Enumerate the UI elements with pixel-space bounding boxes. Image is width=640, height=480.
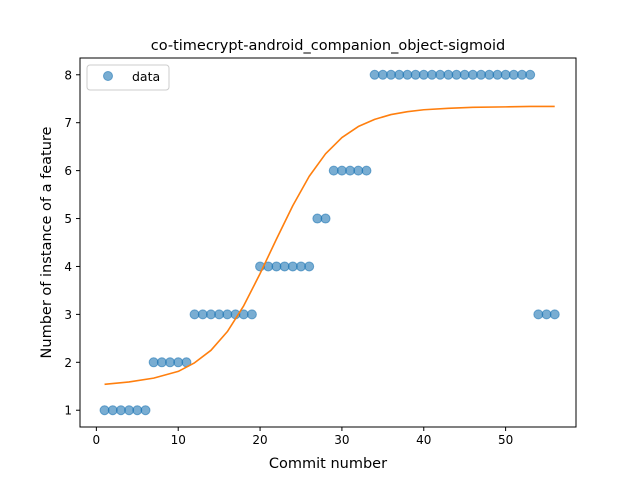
y-tick-label: 2 — [64, 356, 72, 370]
data-point — [140, 405, 151, 416]
y-axis-label: Number of instance of a feature — [39, 126, 55, 358]
data-point — [115, 405, 126, 416]
data-point — [197, 309, 208, 320]
x-tick-label: 50 — [498, 433, 513, 447]
data-point — [205, 309, 216, 320]
chart-title: co-timecrypt-android_companion_object-si… — [151, 38, 506, 54]
legend-marker-data — [103, 71, 113, 81]
data-point — [304, 261, 315, 272]
x-axis-label: Commit number — [269, 456, 387, 472]
plot-area — [80, 58, 576, 427]
data-point — [345, 165, 356, 176]
x-tick-label: 30 — [334, 433, 349, 447]
data-point — [99, 405, 110, 416]
sigmoid-fit-line — [104, 105, 555, 386]
data-point — [328, 165, 339, 176]
x-tick-label: 20 — [252, 433, 267, 447]
data-point — [336, 165, 347, 176]
data-point — [402, 69, 413, 80]
data-point — [541, 309, 552, 320]
data-point — [165, 357, 176, 368]
data-point — [451, 69, 462, 80]
data-point — [156, 357, 167, 368]
data-point — [173, 357, 184, 368]
data-point — [525, 69, 536, 80]
y-tick-label: 1 — [64, 404, 72, 418]
data-point — [467, 69, 478, 80]
series-layer — [99, 69, 560, 416]
data-point — [418, 69, 429, 80]
x-tick-label: 10 — [171, 433, 186, 447]
data-point — [533, 309, 544, 320]
data-point — [516, 69, 527, 80]
data-point — [435, 69, 446, 80]
x-tick-label: 40 — [416, 433, 431, 447]
data-point — [508, 69, 519, 80]
y-tick-label: 7 — [64, 116, 72, 130]
y-tick-label: 6 — [64, 164, 72, 178]
data-point — [377, 69, 388, 80]
data-point — [312, 213, 323, 224]
data-point — [222, 309, 233, 320]
data-point — [459, 69, 470, 80]
y-tick-label: 3 — [64, 308, 72, 322]
x-tick-label: 0 — [93, 433, 101, 447]
data-point — [549, 309, 560, 320]
data-point — [476, 69, 487, 80]
data-point — [369, 69, 380, 80]
y-tick-label: 5 — [64, 212, 72, 226]
data-point — [386, 69, 397, 80]
data-point — [132, 405, 143, 416]
data-point — [500, 69, 511, 80]
legend: data — [86, 64, 170, 91]
data-point — [394, 69, 405, 80]
data-point — [271, 261, 282, 272]
data-point — [189, 309, 200, 320]
data-point — [426, 69, 437, 80]
axes-frame — [79, 57, 577, 428]
data-point — [353, 165, 364, 176]
data-point — [124, 405, 135, 416]
data-point — [287, 261, 298, 272]
data-point — [320, 213, 331, 224]
data-point — [246, 309, 257, 320]
y-tick-label: 4 — [64, 260, 72, 274]
data-point — [279, 261, 290, 272]
legend-label-data: data — [132, 69, 160, 84]
data-point — [361, 165, 372, 176]
data-point — [295, 261, 306, 272]
data-point — [443, 69, 454, 80]
data-point — [214, 309, 225, 320]
data-point — [410, 69, 421, 80]
data-point — [484, 69, 495, 80]
axes-layer: 0 10 20 30 40 50 1 2 3 4 5 6 7 8 — [64, 57, 577, 447]
data-point — [492, 69, 503, 80]
data-point — [148, 357, 159, 368]
data-point — [107, 405, 118, 416]
y-tick-label: 8 — [64, 68, 72, 82]
